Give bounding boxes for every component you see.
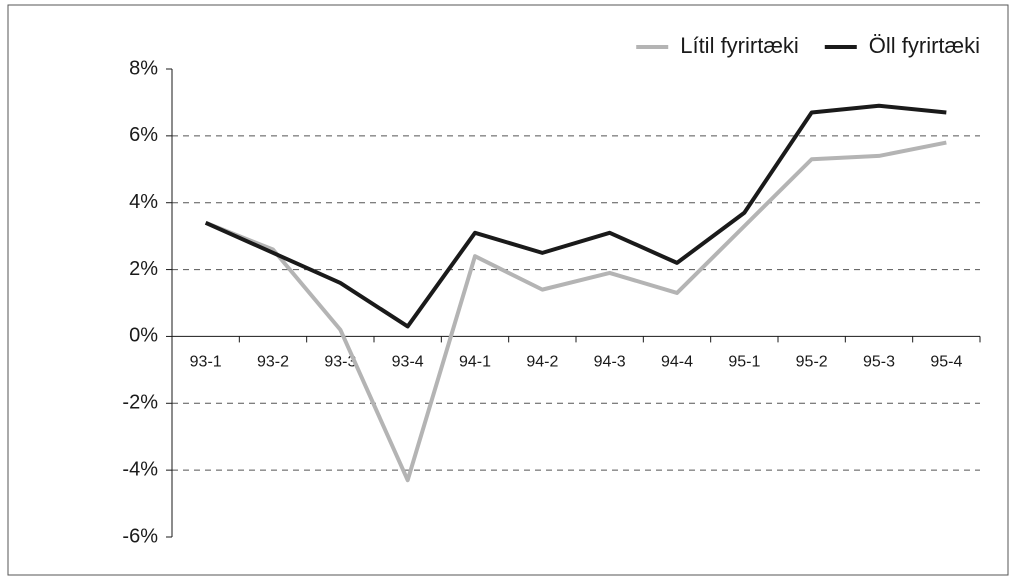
y-tick-label: -6% (122, 525, 158, 547)
y-tick-label: 4% (129, 191, 158, 213)
series-line (204, 140, 947, 483)
x-tick-label: 94-3 (594, 354, 626, 371)
y-tick-label: 8% (129, 57, 158, 79)
legend-label: Lítil fyrirtæki (680, 33, 799, 58)
series-line (204, 103, 947, 329)
y-tick-label: 0% (129, 325, 158, 347)
x-tick-label: 95-4 (930, 354, 962, 371)
x-tick-label: 94-4 (661, 354, 693, 371)
x-tick-label: 93-4 (392, 354, 424, 371)
y-tick-label: -4% (122, 458, 158, 480)
x-tick-label: 93-3 (324, 354, 356, 371)
legend-label: Öll fyrirtæki (869, 33, 980, 58)
y-tick-label: 6% (129, 124, 158, 146)
frame (7, 4, 1009, 576)
x-tick-label: 93-2 (257, 354, 289, 371)
x-tick-label: 94-1 (459, 354, 491, 371)
y-tick-label: 2% (129, 258, 158, 280)
y-tick-label: -2% (122, 392, 158, 414)
x-tick-label: 93-1 (190, 354, 222, 371)
x-tick-label: 95-1 (728, 354, 760, 371)
x-tick-label: 95-3 (863, 354, 895, 371)
x-tick-label: 94-2 (526, 354, 558, 371)
x-tick-label: 95-2 (796, 354, 828, 371)
